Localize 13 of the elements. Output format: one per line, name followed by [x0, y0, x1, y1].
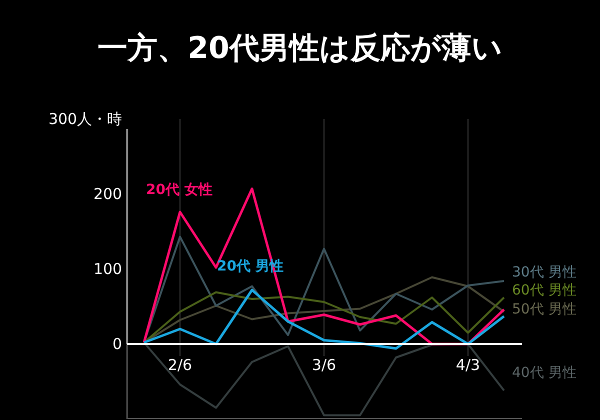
y-tick-label: 200: [93, 185, 122, 203]
x-tick-label: 4/3: [456, 356, 480, 374]
series-label: 40代 男性: [512, 365, 576, 381]
series-label: 50代 男性: [512, 301, 576, 318]
chart-title: 一方、20代男性は反応が薄い: [98, 31, 502, 66]
series-label: 20代 女性: [146, 182, 212, 198]
series-label: 60代 男性: [512, 282, 576, 298]
x-tick-label: 2/6: [168, 356, 192, 374]
y-tick-label: 100: [93, 260, 122, 278]
series-label: 30代 男性: [512, 264, 576, 280]
y-tick-label: 300人・時: [48, 110, 122, 128]
y-tick-label: 0: [112, 335, 122, 353]
x-tick-label: 3/6: [312, 356, 336, 374]
